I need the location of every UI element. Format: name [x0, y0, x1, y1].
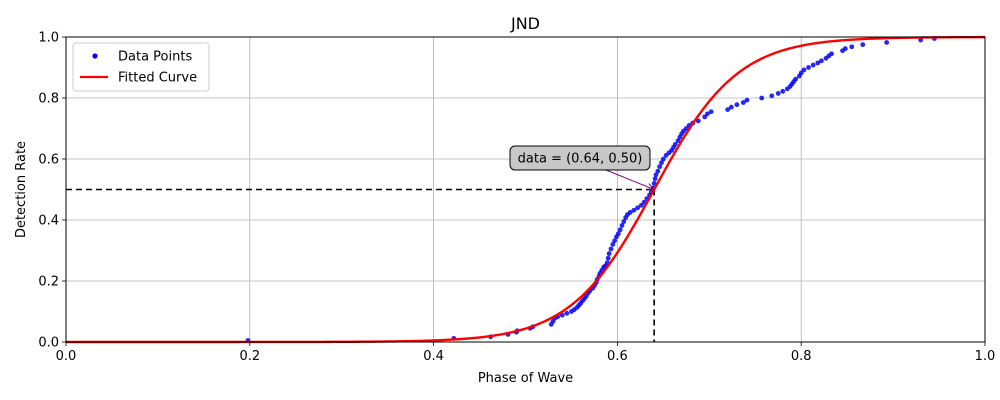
data-point [621, 219, 627, 224]
data-point [842, 46, 848, 51]
x-tick-label: 0.4 [423, 349, 444, 364]
x-tick-label: 1.0 [975, 349, 996, 364]
data-point [605, 255, 611, 261]
y-tick-label: 0.8 [38, 92, 59, 107]
data-point [608, 246, 614, 252]
annotation-box [509, 145, 651, 171]
data-point [806, 65, 811, 70]
data-point [819, 58, 824, 64]
x-tick-label: 0.2 [239, 349, 260, 364]
reference-lines [66, 188, 655, 342]
data-point [744, 97, 750, 103]
y-tick-label: 0.6 [38, 153, 59, 168]
data-point [829, 51, 834, 57]
data-point [617, 227, 623, 233]
data-point [759, 95, 765, 101]
data-point [619, 223, 625, 228]
annotation: data = (0.64, 0.50) [509, 145, 656, 191]
plot-frame [65, 36, 986, 343]
data-point [780, 88, 786, 94]
y-tick-label: 0.4 [38, 214, 59, 229]
data-point [660, 156, 666, 162]
chart-title: JND [510, 14, 540, 33]
y-tick-label: 1.0 [38, 31, 59, 46]
data-point [801, 67, 807, 73]
data-point [615, 231, 621, 237]
data-point [849, 44, 855, 50]
data-point [653, 172, 659, 178]
legend: Data Points Fitted Curve [72, 42, 210, 92]
data-point [705, 111, 710, 117]
data-point [631, 207, 637, 213]
data-point [798, 70, 804, 76]
data-point [635, 205, 641, 211]
data-point [651, 181, 657, 186]
data-point [810, 62, 816, 68]
ticks: 0.0 0.2 0.4 0.6 0.8 1.0 0.0 0.2 0.4 0.6 0.8 1.0 [38, 31, 995, 365]
data-point [610, 242, 616, 247]
data-point [695, 118, 701, 124]
x-tick-label: 0.6 [607, 349, 628, 364]
data-point [559, 312, 565, 318]
legend-marker-data-points [92, 53, 98, 59]
data-point [769, 93, 775, 99]
data-point [740, 100, 746, 105]
x-tick-label: 0.0 [56, 349, 77, 364]
data-point [734, 102, 740, 108]
y-tick-label: 0.0 [38, 336, 59, 351]
data-point [612, 238, 618, 244]
x-axis-label: Phase of Wave [478, 371, 573, 386]
legend-label-fitted-curve: Fitted Curve [118, 71, 197, 86]
legend-frame [72, 42, 210, 92]
y-tick-label: 0.2 [38, 275, 59, 290]
data-point [564, 310, 570, 316]
data-point [775, 91, 781, 96]
data-point [659, 160, 664, 166]
data-point [793, 76, 799, 82]
data-point [655, 168, 661, 174]
data-point [672, 141, 678, 147]
data-point [652, 176, 658, 182]
data-layer [66, 35, 986, 344]
data-point [606, 251, 612, 256]
x-tick-label: 0.8 [791, 349, 812, 364]
data-point [815, 60, 821, 66]
data-point [725, 107, 731, 112]
data-point [918, 37, 924, 43]
data-point [728, 104, 734, 110]
annotation-text: data = (0.64, 0.50) [518, 152, 643, 167]
data-point [675, 138, 681, 144]
annotation-arrow [605, 169, 656, 191]
data-point [708, 109, 714, 115]
data-point [860, 42, 866, 48]
y-axis-label: Detection Rate [14, 141, 29, 238]
data-point [638, 202, 644, 208]
data-point [702, 114, 708, 120]
data-point [627, 209, 633, 215]
data-point [657, 164, 663, 170]
data-point [884, 40, 890, 45]
legend-label-data-points: Data Points [118, 50, 192, 65]
